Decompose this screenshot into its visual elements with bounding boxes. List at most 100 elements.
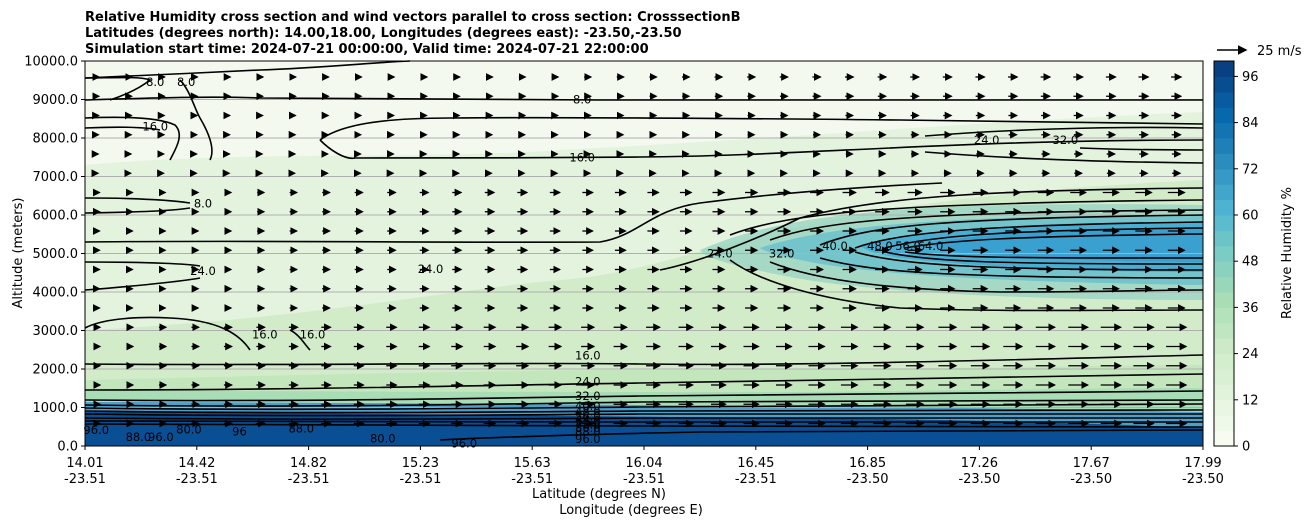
x-tick-label-lat: 17.67 [1073,456,1110,471]
contour-line-40-mid-b [819,257,1204,279]
chart-title: Relative Humidity cross section and wind… [85,10,741,57]
x-tick-label-lon: -23.50 [1182,472,1224,487]
contour-line-32-mid [769,209,1204,241]
colorbar-band [1214,338,1234,355]
colorbar-band [1214,430,1234,447]
contour-line-8-mid-b [84,207,191,214]
contour-label: 88.0 [288,422,314,436]
y-tick-label: 7000.0 [33,170,79,185]
contour-line-88-low [84,423,1204,428]
contour-label: 72.0 [575,417,601,431]
contour-label: 96 [232,424,247,438]
colorbar-band [1214,415,1234,432]
contour-label: 64.0 [575,414,601,428]
colorbar-band [1214,76,1234,93]
y-tick-label: 9000.0 [33,93,79,108]
contour-line-40-low [84,399,1204,407]
x-axis-label-longitude: Longitude (degrees E) [559,503,703,518]
y-axis: 0.0 1000.0 2000.0 3000.0 4000.0 5000.0 6000.0 7… [24,55,85,455]
contour-line-24-low [84,373,1204,391]
x-tick-label-lon: -23.51 [64,472,106,487]
contour-line-64-mid-b [904,251,1204,259]
y-tick-label: 2000.0 [33,363,79,378]
contour-line-48-mid [854,221,1204,249]
x-tick-label-lat: 17.99 [1184,456,1221,471]
contour-label: 80.0 [176,422,202,436]
contour-label: 96.0 [83,423,109,437]
colorbar-tick-label: 96 [1242,70,1259,85]
contour-line-16-low-c [84,354,1204,366]
contour-label: 40.0 [575,399,601,413]
colorbar-band [1214,292,1234,308]
contour-line-24-top-right [924,126,1204,137]
x-tick-label-lat: 16.04 [625,456,662,471]
contour-label: 88.0 [126,430,152,444]
y-tick-label: 8000.0 [33,132,79,147]
colorbar-ticks: 0 12 24 36 48 60 72 84 96 [1234,70,1259,455]
contour-labels: 8.0 8.08.016.016.08.024.0 24.024.0 32.024.0… [83,75,1079,451]
colorbar-tick-label: 0 [1242,440,1250,455]
contour-line-16-main [84,126,161,131]
contour-label: 64.0 [918,239,944,253]
contour-label: 32.0 [1053,133,1079,147]
quiver-key-label: 25 m/s [1257,44,1302,59]
contour-line-40-mid [819,214,1204,246]
colorbar-band [1214,322,1234,339]
colorbar-band [1214,107,1234,124]
contour-line-16-low-b [289,329,311,351]
x-tick-label-lon: -23.51 [176,472,218,487]
x-tick-label-lat: 16.85 [849,456,886,471]
contour-label: 24.0 [707,247,733,261]
colorbar-band [1214,91,1234,108]
contour-label: 88.0 [575,424,601,438]
x-tick-label-lon: -23.51 [399,472,441,487]
colorbar-band [1214,245,1234,262]
contour-label: 96.0 [148,430,174,444]
y-tick-label: 0.0 [57,440,78,455]
contour-line-64-mid [904,233,1204,249]
contour-label: 32.0 [769,247,795,261]
contour-line-8-upper [84,96,1204,102]
contour-label: 24.0 [190,264,216,278]
contour-label: 8.0 [177,75,195,89]
colorbar-bands [1214,61,1234,447]
contour-line-16-low [84,316,251,351]
contour-line-56-mid-b [884,251,1204,265]
contour-label: 80.0 [370,431,396,445]
contour-label: 8.0 [146,75,164,89]
colorbar-band [1214,384,1234,401]
contour-line-96-low [439,429,1204,441]
colorbar-band [1214,199,1234,216]
contour-line-16-bulge-b [319,139,1204,160]
x-tick-label-lat: 14.01 [66,456,103,471]
y-tick-label: 3000.0 [33,324,79,339]
y-tick-label: 1000.0 [33,401,79,416]
x-tick-label-lon: -23.50 [958,472,1000,487]
colorbar-tick-label: 36 [1242,301,1259,316]
colorbar-band [1214,276,1234,293]
contour-line-8-left-b [179,79,213,161]
x-tick-label-lon: -23.50 [1070,472,1112,487]
colorbar-band [1214,168,1234,185]
contour-line-48-mid-b [854,251,1204,271]
colorbar-label: Relative Humidity % [1280,187,1295,319]
colorbar-band [1214,369,1234,385]
colorbar-tick-label: 12 [1242,393,1259,408]
contour-label: 24.0 [974,133,1000,147]
contour-label: 96.0 [451,437,477,451]
colorbar-band [1214,61,1234,77]
plot-area: 8.0 8.08.016.016.08.024.0 24.024.0 32.024.0… [83,60,1204,451]
x-tick-label-lon: -23.51 [511,472,553,487]
colorbar-tick-label: 48 [1242,255,1259,270]
colorbar-band [1214,122,1234,139]
contour-line-8-left [84,76,152,101]
contour-line-16-bulge [319,116,1204,141]
colorbar-band [1214,215,1234,231]
contour-line-24-b [924,151,1204,164]
contour-label: 40.0 [822,239,848,253]
x-axis: 14.01-23.5114.42-23.5114.82-23.5115.23-2… [64,446,1224,487]
x-tick-label-lon: -23.51 [735,472,777,487]
colorbar-band [1214,307,1234,324]
contour-label: 24.0 [575,375,601,389]
